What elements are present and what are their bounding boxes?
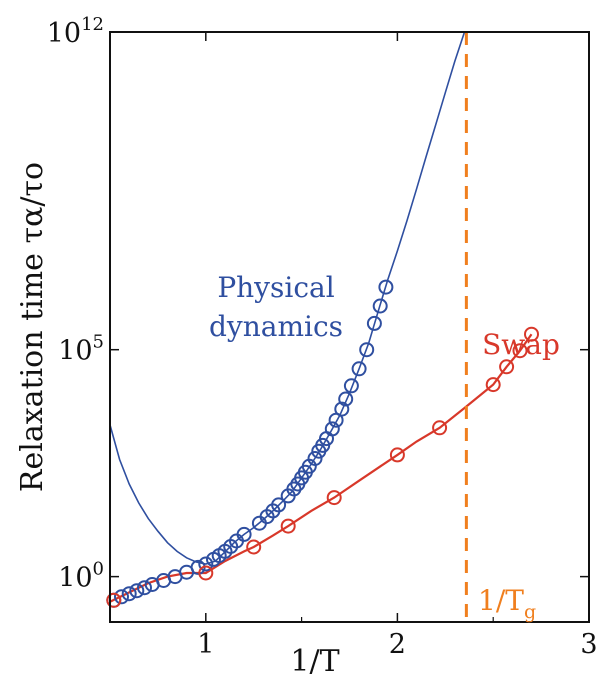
tg-label-subscript: g bbox=[524, 601, 536, 623]
data-point-physical bbox=[351, 361, 367, 377]
data-point-physical bbox=[343, 378, 359, 394]
data-point-swap bbox=[280, 518, 296, 534]
x-axis-label: 1/T bbox=[290, 644, 339, 679]
data-point-physical bbox=[198, 556, 214, 572]
swap-label: Swap bbox=[482, 328, 560, 361]
physical-dynamics-label-line2: dynamics bbox=[209, 310, 343, 343]
fit-curve-physical bbox=[110, 32, 466, 565]
data-point-physical bbox=[121, 586, 137, 602]
x-tick-label: 1 bbox=[197, 629, 214, 660]
data-points bbox=[106, 279, 539, 608]
data-point-physical bbox=[271, 497, 287, 513]
y-tick-label: 100 bbox=[58, 559, 104, 594]
data-point-swap bbox=[524, 326, 539, 342]
y-tick-label: 1012 bbox=[47, 14, 104, 49]
data-point-physical bbox=[372, 298, 388, 314]
tg-label-main: 1/T bbox=[478, 584, 524, 617]
y-axis-label: Relaxation time τα/τo bbox=[15, 162, 50, 492]
data-point-physical bbox=[129, 583, 145, 599]
data-point-swap bbox=[389, 447, 405, 463]
data-point-physical bbox=[359, 342, 375, 358]
plot-frame bbox=[109, 31, 590, 623]
fit-curve-swap bbox=[110, 333, 533, 603]
data-point-physical bbox=[378, 279, 394, 295]
data-point-physical bbox=[334, 401, 350, 417]
tg-label: 1/Tg bbox=[478, 584, 536, 623]
data-point-physical bbox=[137, 580, 152, 596]
axis-ticks: 1 2 3 100 105 1012 bbox=[47, 14, 598, 660]
data-point-physical bbox=[338, 391, 354, 407]
data-point-swap bbox=[246, 539, 262, 555]
data-point-swap bbox=[512, 343, 528, 359]
data-point-swap bbox=[432, 420, 448, 436]
x-tick-label: 2 bbox=[389, 629, 406, 660]
data-point-swap bbox=[198, 565, 214, 581]
y-tick-label: 105 bbox=[58, 332, 104, 367]
data-point-physical bbox=[324, 421, 340, 437]
data-point-swap bbox=[499, 359, 515, 375]
data-point-physical bbox=[114, 589, 129, 605]
data-point-physical bbox=[366, 315, 382, 331]
data-point-swap bbox=[485, 377, 501, 393]
data-point-physical bbox=[307, 451, 323, 466]
data-point-physical bbox=[236, 526, 252, 542]
data-point-swap bbox=[106, 592, 122, 608]
physical-dynamics-label-line1: Physical bbox=[217, 271, 334, 304]
x-tick-label: 3 bbox=[580, 629, 597, 660]
data-point-swap bbox=[326, 490, 342, 506]
